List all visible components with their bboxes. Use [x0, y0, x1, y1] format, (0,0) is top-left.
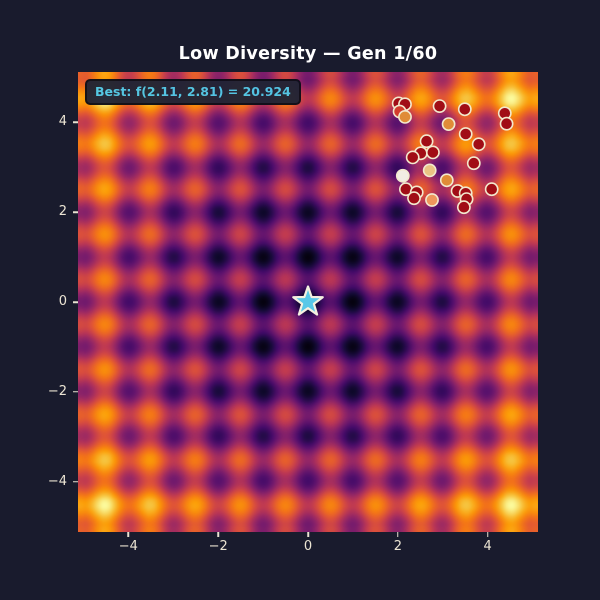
y-tick-mark [73, 121, 78, 124]
population-overlay [292, 96, 514, 316]
global-optimum-star [292, 285, 324, 316]
population-point [456, 200, 471, 215]
population-point [457, 102, 472, 117]
y-tick-label: 2 [58, 203, 67, 219]
x-tick-mark [397, 532, 399, 537]
population-point [484, 182, 499, 197]
x-tick-label: 0 [303, 539, 313, 554]
best-annotation-box: Best: f(2.11, 2.81) = 20.924 [85, 79, 301, 105]
population-point [425, 193, 439, 207]
population-point [499, 116, 514, 131]
x-tick-label: 2 [393, 539, 402, 554]
population-point [405, 150, 420, 165]
x-tick-label: −4 [118, 539, 138, 554]
population-point [419, 134, 434, 149]
population-point [439, 173, 454, 188]
chart-title: Low Diversity — Gen 1/60 [178, 44, 438, 64]
x-tick-mark [486, 532, 489, 537]
population-point [441, 117, 456, 131]
y-tick-label: −2 [47, 383, 67, 399]
x-tick-label: −2 [208, 539, 228, 554]
best-annotation-text: Best: f(2.11, 2.81) = 20.924 [95, 84, 291, 99]
y-tick-mark [73, 480, 78, 483]
x-tick-label: 4 [483, 539, 492, 554]
x-tick-mark [307, 532, 309, 537]
population-point [395, 168, 410, 183]
y-tick-label: 0 [58, 293, 67, 309]
y-tick-label: −4 [47, 473, 67, 489]
population-point [407, 191, 421, 206]
population-point [425, 145, 440, 160]
x-tick-mark [217, 532, 219, 537]
plot-area: Best: f(2.11, 2.81) = 20.924 [78, 72, 538, 532]
population-point [458, 127, 473, 141]
population-point [471, 137, 486, 152]
y-tick-mark [73, 301, 78, 303]
population-point [432, 99, 447, 113]
y-tick-mark [73, 211, 78, 213]
population-point [398, 110, 412, 124]
population-point [422, 163, 437, 178]
population-point [466, 156, 481, 171]
y-tick-label: 4 [58, 114, 67, 130]
y-tick-mark [73, 391, 78, 393]
x-tick-mark [127, 532, 130, 537]
